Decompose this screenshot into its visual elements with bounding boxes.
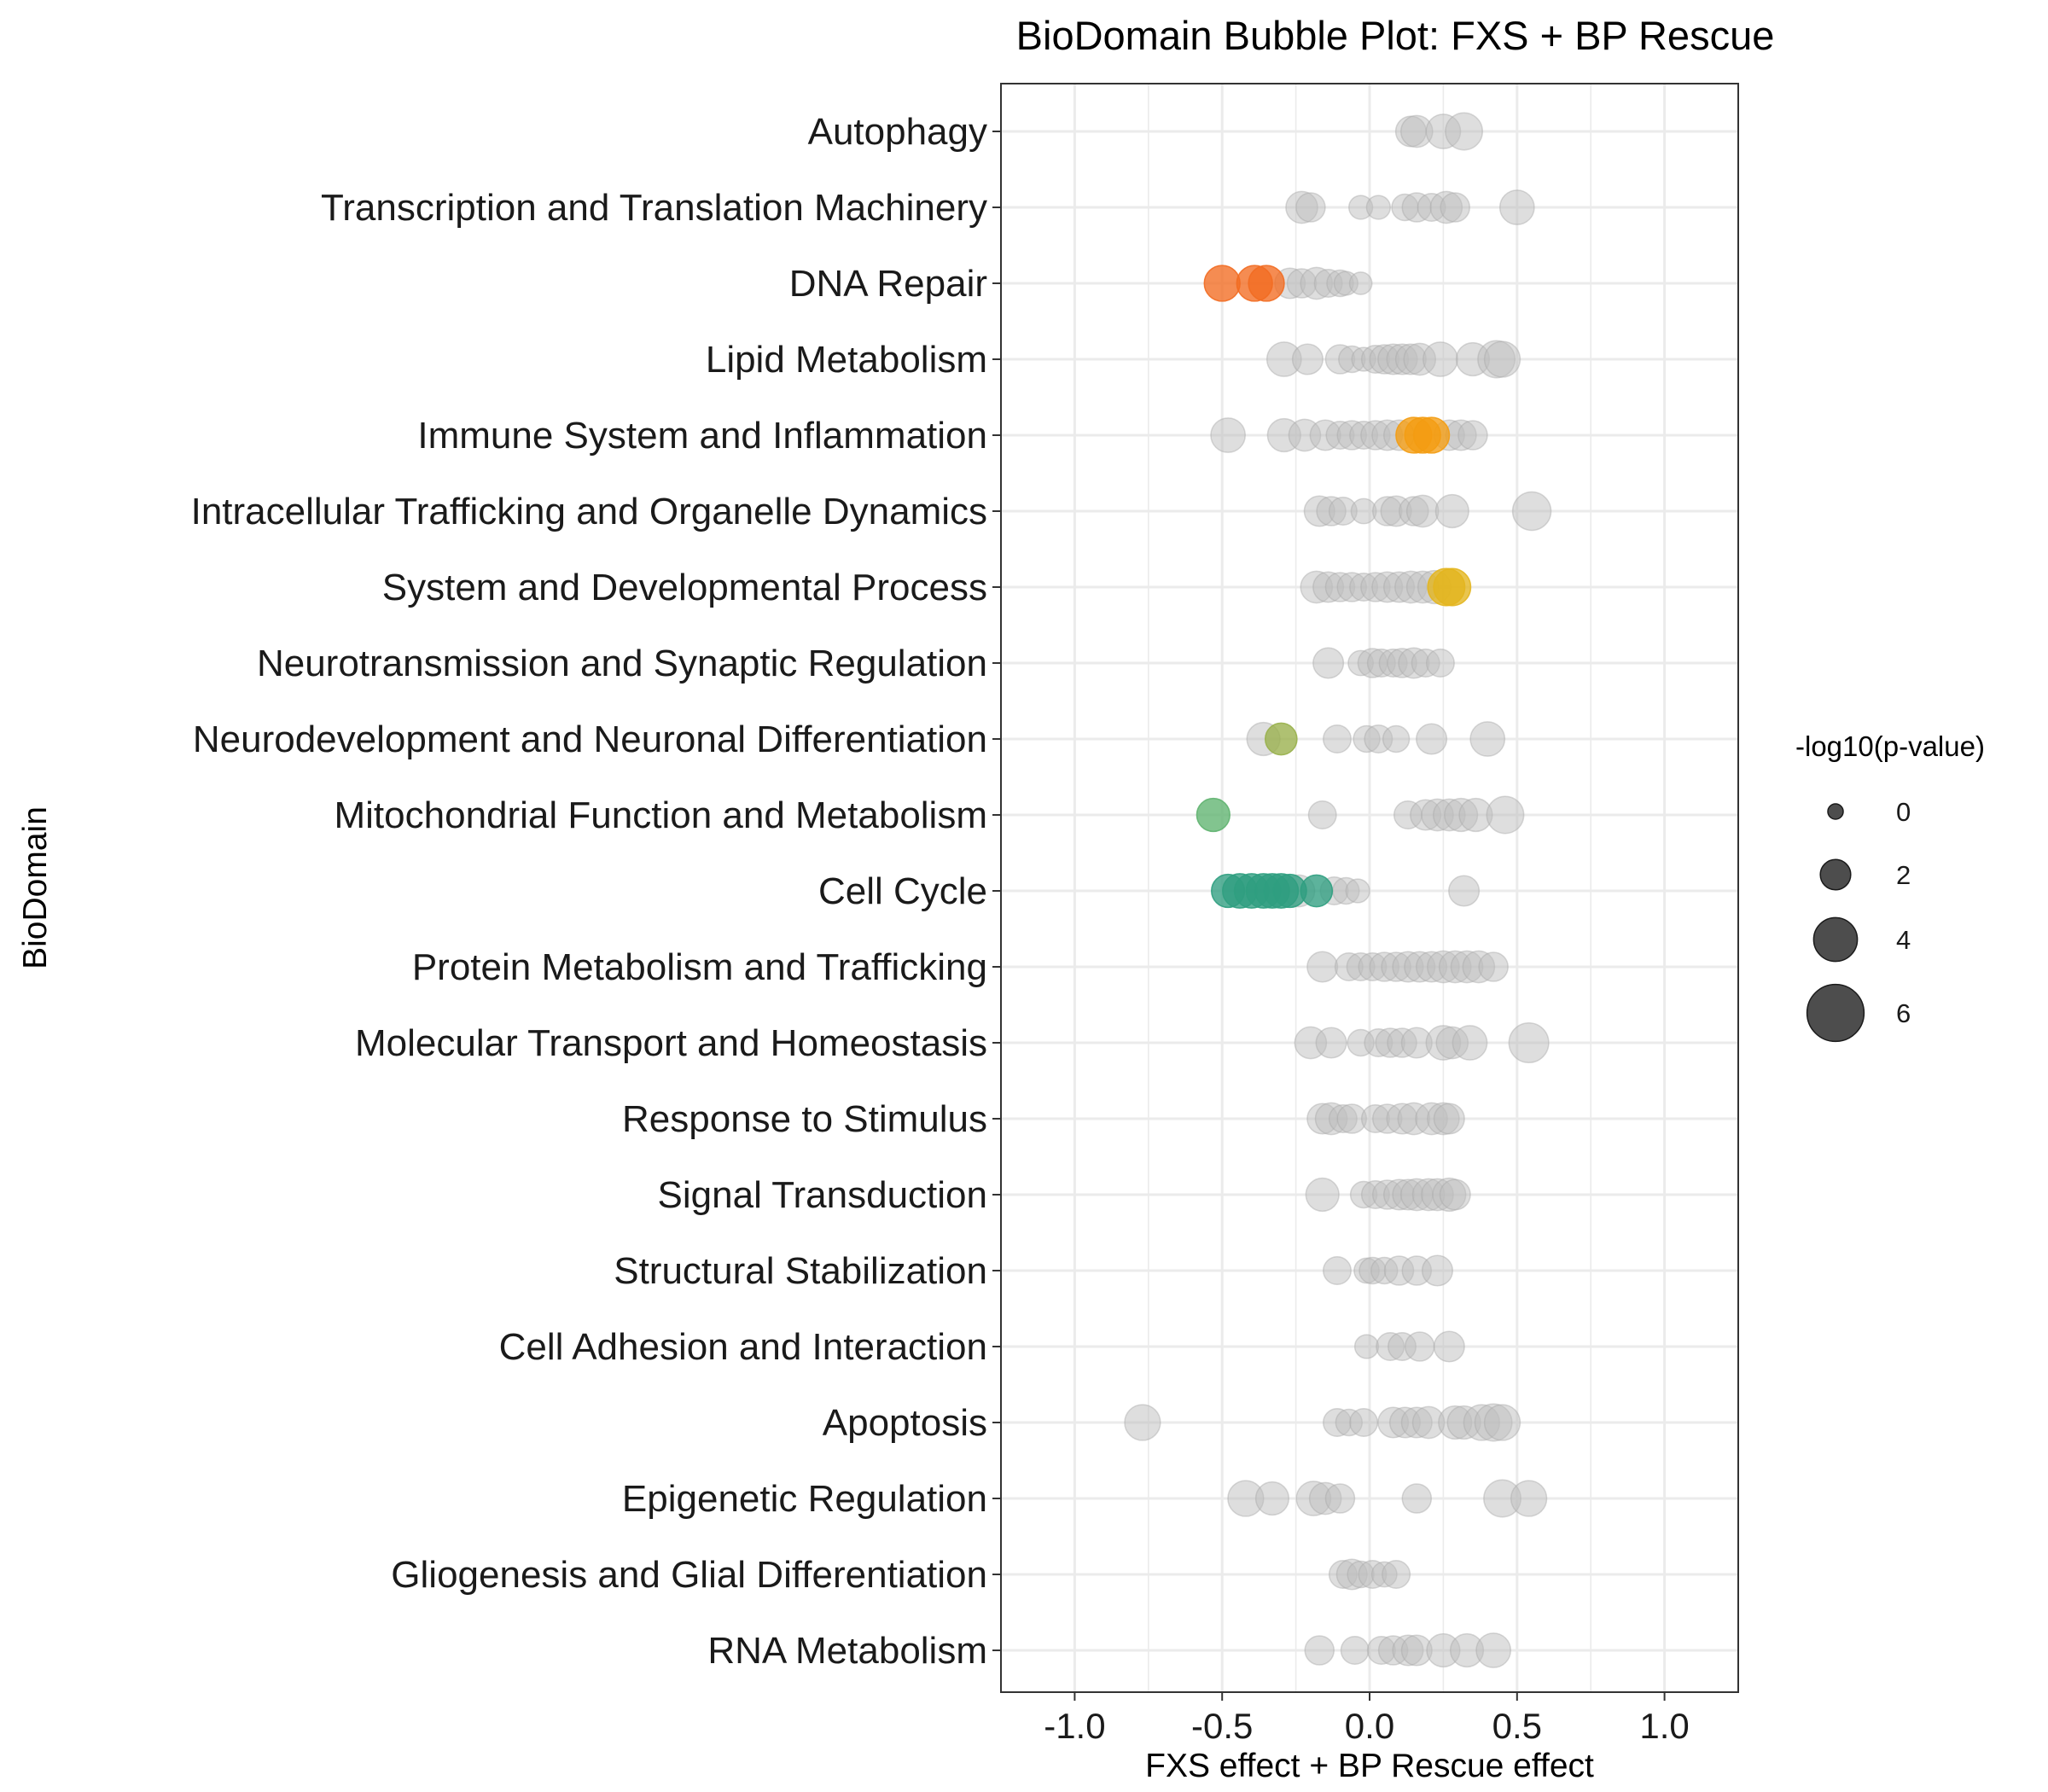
bubble-point <box>1448 875 1481 907</box>
chart-title: BioDomain Bubble Plot: FXS + BP Rescue <box>1016 13 1775 58</box>
y-tick-label: Autophagy <box>808 111 987 153</box>
y-tick-label: Cell Adhesion and Interaction <box>499 1326 987 1368</box>
bubble-point <box>1203 265 1241 302</box>
bubble-point <box>1511 491 1552 532</box>
bubble-point <box>1196 797 1231 833</box>
bubble-point <box>1315 1027 1347 1059</box>
x-axis-label: FXS effect + BP Rescue effect <box>1145 1748 1594 1784</box>
bubble-point <box>1425 649 1455 678</box>
y-tick-label: Response to Stimulus <box>622 1098 987 1140</box>
x-tick-label: 0.5 <box>1492 1706 1542 1746</box>
x-tick-label: -1.0 <box>1044 1706 1105 1746</box>
y-tick-label: Lipid Metabolism <box>706 339 987 381</box>
y-tick-label: Neurodevelopment and Neuronal Differenti… <box>193 719 987 760</box>
bubble-point <box>1264 722 1298 756</box>
y-axis-label: BioDomain <box>17 806 54 969</box>
bubble-point <box>1440 192 1470 223</box>
legend-key-label: 2 <box>1896 860 1911 890</box>
bubble-point <box>1404 1331 1435 1362</box>
y-tick-label: Molecular Transport and Homeostasis <box>355 1022 987 1064</box>
y-tick-label: Transcription and Translation Machinery <box>321 187 987 229</box>
x-axis-ticks: -1.0 -0.5 0.0 0.5 1.0 <box>1044 1692 1690 1746</box>
y-tick-label: Signal Transduction <box>658 1174 987 1216</box>
legend-key-label: 6 <box>1896 998 1911 1028</box>
y-tick-label: Apoptosis <box>823 1402 987 1444</box>
y-tick-label: RNA Metabolism <box>707 1630 987 1672</box>
x-tick-label: 1.0 <box>1639 1706 1689 1746</box>
bubble-point <box>1210 417 1247 453</box>
bubble-point <box>1349 1408 1379 1437</box>
bubble-point <box>1433 1330 1465 1363</box>
bubble-point <box>1433 567 1472 607</box>
bubble-point <box>1483 1404 1521 1441</box>
y-tick-label: Cell Cycle <box>818 870 987 912</box>
bubble-point <box>1353 1334 1380 1359</box>
y-axis-ticks: Autophagy Transcription and Translation M… <box>191 111 1001 1672</box>
y-tick-label: Intracellular Trafficking and Organelle … <box>191 491 987 532</box>
bubble-point <box>1312 647 1345 679</box>
bubble-point <box>1405 494 1440 528</box>
bubble-point <box>1324 1483 1356 1514</box>
x-tick-label: -0.5 <box>1191 1706 1253 1746</box>
size-legend: -log10(p-value) 0 2 4 6 <box>1795 730 1985 1043</box>
bubble-point <box>1486 795 1525 835</box>
bubble-point <box>1421 1254 1454 1287</box>
bubble-point <box>1457 420 1488 451</box>
y-tick-label: System and Developmental Process <box>382 567 987 608</box>
legend-key-circle <box>1806 983 1865 1043</box>
legend-key-label: 4 <box>1896 925 1911 955</box>
bubble-point <box>1365 195 1392 220</box>
y-tick-label: DNA Repair <box>789 263 987 305</box>
bubble-point <box>1322 1256 1352 1285</box>
bubble-point <box>1295 192 1326 223</box>
bubble-point <box>1433 1103 1465 1135</box>
y-tick-label: Neurotransmission and Synaptic Regulatio… <box>257 643 987 684</box>
legend-key-circle <box>1812 916 1859 963</box>
bubble-point <box>1124 1404 1161 1441</box>
y-tick-label: Immune System and Inflammation <box>417 415 987 457</box>
bubble-point <box>1322 724 1352 753</box>
bubble-point <box>1291 343 1324 375</box>
legend-key-label: 0 <box>1896 797 1911 827</box>
bubble-point <box>1340 1636 1370 1665</box>
bubble-point <box>1412 416 1451 454</box>
bubble-point <box>1452 1025 1488 1061</box>
bubble-point <box>1423 341 1458 377</box>
y-tick-label: Gliogenesis and Glial Differentiation <box>391 1554 987 1596</box>
bubble-point <box>1434 493 1469 529</box>
legend-key-circle <box>1827 803 1844 820</box>
bubble-point <box>1345 878 1370 904</box>
y-tick-label: Structural Stabilization <box>614 1250 987 1292</box>
bubble-point <box>1382 1560 1411 1589</box>
bubble-point <box>1304 1635 1335 1666</box>
bubble-point <box>1305 1177 1340 1213</box>
bubble-point <box>1469 721 1506 757</box>
legend-key-circle <box>1819 858 1852 891</box>
y-tick-label: Epigenetic Regulation <box>622 1478 987 1520</box>
bubble-point <box>1254 1481 1290 1516</box>
bubble-point <box>1382 724 1411 753</box>
x-tick-label: 0.0 <box>1345 1706 1394 1746</box>
bubble-point <box>1307 800 1337 829</box>
bubble-point <box>1401 1483 1433 1514</box>
bubble-point <box>1498 189 1535 225</box>
bubble-point <box>1445 112 1484 151</box>
data-points <box>1124 112 1552 1668</box>
bubble-point <box>1475 1632 1512 1668</box>
bubble-point <box>1348 271 1373 295</box>
bubble-point <box>1416 723 1448 755</box>
bubble-point <box>1478 951 1509 982</box>
bubble-point <box>1508 1021 1550 1064</box>
legend-title: -log10(p-value) <box>1795 730 1985 762</box>
bubble-point <box>1306 951 1339 983</box>
bubble-point <box>1248 265 1285 302</box>
bubble-point <box>1300 874 1334 908</box>
y-tick-label: Protein Metabolism and Trafficking <box>412 946 987 988</box>
bubble-point <box>1483 340 1521 378</box>
bubble-point <box>1510 1480 1548 1517</box>
bubble-point <box>1439 1178 1471 1211</box>
y-tick-label: Mitochondrial Function and Metabolism <box>335 794 988 836</box>
